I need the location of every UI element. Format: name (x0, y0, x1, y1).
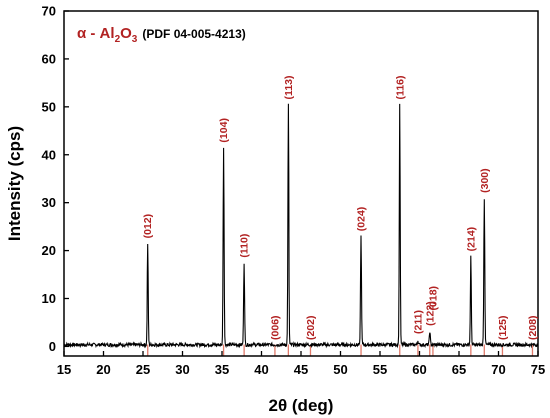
peak-label: (024) (356, 207, 368, 232)
peak-label: (110) (239, 234, 251, 258)
peak-label: (208) (527, 315, 539, 340)
x-tick-label: 20 (96, 362, 110, 377)
legend-phase: α - Al (77, 25, 115, 42)
y-tick-label: 40 (42, 147, 56, 162)
x-tick-label: 60 (412, 362, 426, 377)
diffraction-trace (63, 103, 539, 349)
y-tick-label: 0 (49, 339, 56, 354)
peak-label: (122) (424, 301, 436, 326)
peak-label: (113) (283, 76, 295, 100)
peak-label: (202) (305, 315, 317, 340)
y-tick-label: 20 (42, 243, 56, 258)
peak-label: (006) (269, 315, 281, 340)
peak-label: (104) (218, 118, 230, 143)
peak-labels: (012) (104) (110) (006) (113) (202) (024) (116)… (142, 76, 539, 340)
plot-frame (63, 10, 539, 357)
peak-label: (116) (394, 76, 406, 100)
x-tick-label: 50 (333, 362, 347, 377)
x-tick-label: 25 (136, 362, 150, 377)
x-axis: 15 20 25 30 35 40 45 50 55 60 65 70 75 (57, 351, 545, 377)
legend-pdf: (PDF 04-005-4213) (142, 27, 245, 41)
y-tick-label: 30 (42, 195, 56, 210)
legend-sub-2: 2 (115, 34, 121, 45)
x-tick-label: 35 (215, 362, 229, 377)
peak-label: (018) (427, 286, 439, 311)
x-tick-label: 70 (491, 362, 505, 377)
x-axis-label: 2θ (deg) (269, 396, 334, 415)
phase-legend: α - Al2O3 (PDF 04-005-4213) (77, 25, 246, 45)
y-axis: 0 10 20 30 40 50 60 70 (42, 4, 69, 354)
y-tick-label: 70 (42, 4, 56, 19)
y-tick-label: 50 (42, 99, 56, 114)
legend-o: O (120, 25, 132, 42)
x-tick-label: 40 (254, 362, 268, 377)
y-tick-label: 10 (42, 291, 56, 306)
x-tick-label: 55 (373, 362, 387, 377)
peak-label: (012) (142, 214, 154, 239)
x-tick-label: 75 (531, 362, 545, 377)
legend-sub-3: 3 (132, 34, 138, 45)
x-tick-label: 45 (294, 362, 308, 377)
y-axis-label: Intensity (cps) (5, 126, 24, 241)
peak-label: (125) (497, 315, 509, 340)
x-tick-label: 30 (175, 362, 189, 377)
peak-label: (300) (479, 168, 491, 193)
x-tick-label: 65 (452, 362, 466, 377)
x-tick-label: 15 (57, 362, 71, 377)
y-tick-label: 60 (42, 51, 56, 66)
peak-label: (214) (465, 227, 477, 252)
peak-label: (211) (412, 310, 424, 334)
